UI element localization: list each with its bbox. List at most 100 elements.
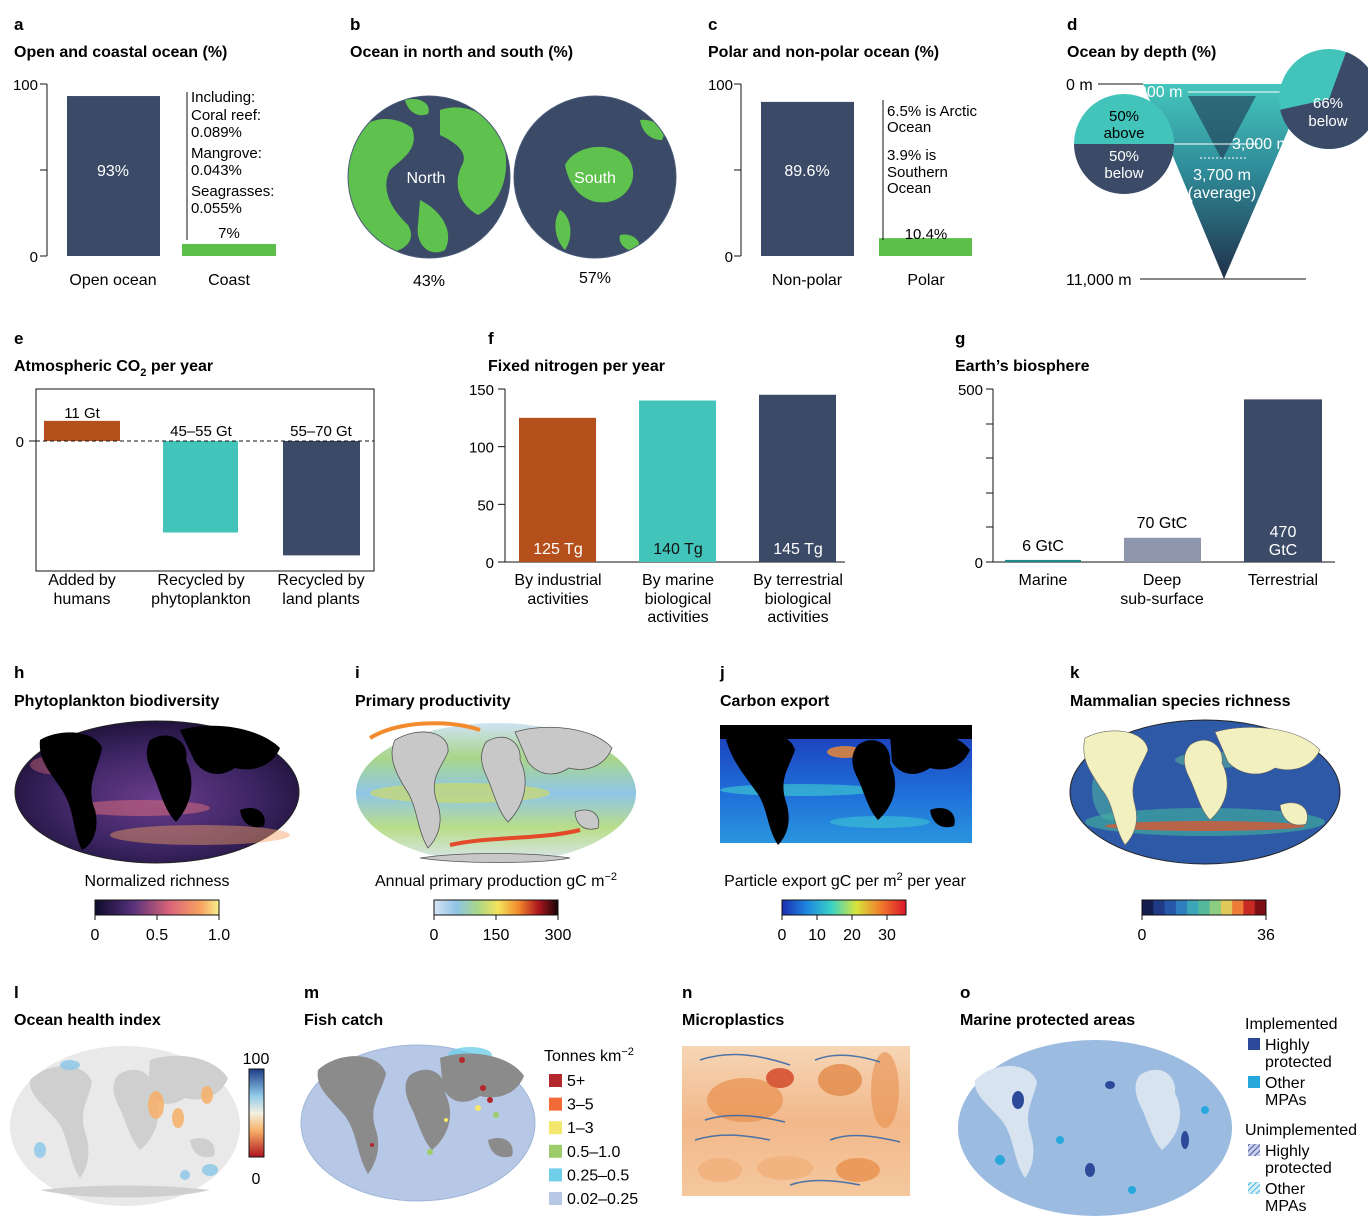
legend-label: 0.25–0.5 — [567, 1167, 629, 1184]
depth-label: 3,700 m — [1193, 167, 1251, 184]
category-label: By marine — [642, 572, 714, 589]
panel-letter: d — [1067, 15, 1077, 34]
deep-zone — [1188, 96, 1256, 160]
panel-letter: g — [955, 329, 965, 348]
bar-polar — [879, 238, 972, 256]
panel-j: j Carbon export Particle export gC per m… — [719, 663, 972, 944]
colorbar-step — [1243, 900, 1256, 915]
depth-label: 3,000 m — [1232, 136, 1290, 153]
bar-industrial — [519, 417, 596, 562]
note-line: Ocean — [887, 119, 931, 136]
y-tick-label: 0 — [975, 555, 983, 572]
colorbar-border — [1141, 899, 1267, 916]
colorbar-step — [1153, 900, 1166, 915]
panel-n: n Microplastics — [682, 983, 910, 1196]
category-label: biological — [765, 591, 832, 608]
colorbar-step — [1232, 900, 1244, 915]
productivity-map — [356, 721, 636, 863]
note-line: 3.9% is — [887, 147, 936, 164]
panel-c: c Polar and non-polar ocean (%) 100 0 89… — [708, 15, 978, 289]
phytoplankton-map — [14, 720, 300, 864]
note-line: Seagrasses: — [191, 183, 274, 200]
bar-deep-subsurface — [1124, 537, 1201, 562]
colorbar-step — [1164, 900, 1177, 915]
note-line: 0.055% — [191, 200, 242, 217]
panel-a: a Open and coastal ocean (%) 100 0 93% 7… — [13, 15, 276, 289]
note-line: Coral reef: — [191, 107, 261, 124]
below-3000m-slice — [1280, 52, 1368, 149]
category-label: activities — [647, 609, 708, 626]
share-label: above — [1104, 125, 1145, 142]
depth-label: 11,000 m — [1066, 272, 1132, 289]
bar-coast — [182, 243, 276, 256]
depth-label: 200 m — [1138, 84, 1182, 101]
category-label: land plants — [282, 591, 359, 608]
bar-marine — [1005, 559, 1081, 562]
panel-letter: k — [1070, 663, 1080, 682]
y-tick-label: 500 — [958, 382, 983, 399]
panel-title: Fixed nitrogen per year — [488, 358, 665, 375]
coastal-breakdown-notes: Including: Coral reef: 0.089% Mangrove: … — [191, 89, 274, 217]
right-share-circle: 66% below — [1279, 49, 1368, 149]
legend-label: 0.02–0.25 — [567, 1191, 638, 1208]
category-label: Marine — [1019, 572, 1068, 589]
bar-value-label: 6 GtC — [1022, 538, 1064, 555]
note-line: Ocean — [887, 180, 931, 197]
colorbar-tick-label: 300 — [545, 927, 572, 944]
panel-title: Phytoplankton biodiversity — [14, 693, 219, 710]
note-line: Southern — [887, 164, 948, 181]
y-tick-label: 100 — [469, 440, 494, 457]
bar-value-label: 470 — [1270, 524, 1297, 541]
legend-swatch — [1248, 1144, 1260, 1156]
panel-letter: f — [488, 329, 494, 348]
polar-breakdown-notes: 6.5% is Arctic Ocean 3.9% is Southern Oc… — [887, 103, 978, 197]
category-label: By industrial — [514, 572, 601, 589]
panel-letter: j — [719, 663, 725, 682]
panel-letter: l — [14, 983, 19, 1002]
note-line: Including: — [191, 89, 255, 106]
legend-label: 3–5 — [567, 1097, 594, 1114]
category-label: Deep — [1143, 572, 1181, 589]
depth-triangle — [1143, 84, 1308, 279]
colorbar-tick-label: 0.5 — [146, 927, 168, 944]
legend-swatch — [549, 1121, 562, 1135]
colorbar-tick-label: 0 — [778, 927, 787, 944]
panel-l: l Ocean health index 100 0 — [10, 983, 269, 1206]
panel-title: Marine protected areas — [960, 1012, 1135, 1029]
legend-swatch — [1248, 1076, 1260, 1088]
bar-non-polar — [761, 101, 854, 256]
panel-d: d Ocean by depth (%) 0 m 200 m 3,000 m 3… — [1066, 15, 1368, 289]
panel-title: Polar and non-polar ocean (%) — [708, 44, 939, 61]
colorbar-caption: Particle export gC per m2 per year — [724, 871, 966, 890]
category-label: By terrestrial — [753, 572, 843, 589]
category-label: activities — [767, 609, 828, 626]
category-label: sub-surface — [1120, 591, 1204, 608]
bar-value-label: 11 Gt — [64, 405, 100, 422]
bar-open-ocean — [67, 96, 160, 256]
fish-catch-legend: 5+ 3–5 1–3 0.5–1.0 0.25–0.5 0.02–0.25 — [549, 1073, 638, 1208]
colorbar-tick-label: 100 — [243, 1051, 270, 1068]
depth-label: (average) — [1188, 185, 1256, 202]
legend-swatch — [549, 1144, 562, 1158]
colorbar-tick-label: 1.0 — [208, 927, 230, 944]
bar-recycled-by-phytoplankton — [163, 441, 238, 533]
legend-label: 0.5–1.0 — [567, 1144, 620, 1161]
ocean-health-map — [10, 1046, 240, 1206]
colorbar-tick-label: 0 — [91, 927, 100, 944]
colorbar-step — [1175, 900, 1188, 915]
legend-title: Tonnes km−2 — [544, 1046, 634, 1065]
panel-title: Ocean health index — [14, 1012, 161, 1029]
category-label: Added by — [48, 572, 116, 589]
plot-frame — [35, 388, 375, 572]
panel-title: Earth’s biosphere — [955, 358, 1090, 375]
colorbar-tick-label: 0 — [1138, 927, 1147, 944]
bar-value-label: 93% — [97, 163, 129, 180]
colorbar-step — [1209, 900, 1222, 915]
colorbar-step — [1220, 900, 1233, 915]
category-label: phytoplankton — [151, 591, 251, 608]
microplastics-map — [682, 1046, 910, 1196]
fish-catch-map — [300, 1044, 536, 1202]
colorbar — [248, 1068, 265, 1158]
panel-e: e Atmospheric CO2 per year 0 11 Gt 45–55… — [14, 329, 375, 608]
panel-letter: n — [682, 983, 692, 1002]
